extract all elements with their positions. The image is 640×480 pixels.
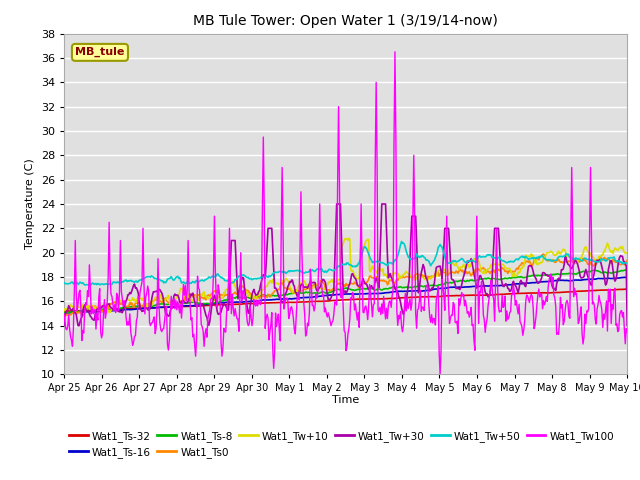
Line: Wat1_Ts-16: Wat1_Ts-16 <box>64 277 627 313</box>
Wat1_Ts0 <box>540 251 547 257</box>
Wat1_Ts0 <box>437 270 445 276</box>
Line: Wat1_Tw+50: Wat1_Tw+50 <box>64 241 627 285</box>
Wat1_Ts-8 <box>437 282 445 288</box>
Wat1_Tw+50 <box>486 252 494 257</box>
Wat1_Tw+30 <box>393 288 401 294</box>
Wat1_Tw100 <box>436 372 444 377</box>
Wat1_Ts-32 <box>160 304 168 310</box>
Wat1_Tw+50 <box>397 239 405 244</box>
Wat1_Ts-16 <box>60 310 68 316</box>
Wat1_Tw+10 <box>438 270 446 276</box>
Wat1_Tw+10 <box>106 310 114 315</box>
Line: Wat1_Ts-8: Wat1_Ts-8 <box>64 270 627 313</box>
Wat1_Ts-16 <box>623 275 631 280</box>
Wat1_Ts-16 <box>160 304 168 310</box>
Wat1_Ts0 <box>161 296 168 302</box>
Wat1_Tw+10 <box>60 308 68 313</box>
Wat1_Tw+30 <box>623 323 631 329</box>
Wat1_Ts-16 <box>436 286 444 291</box>
Wat1_Ts-8 <box>623 267 630 273</box>
Wat1_Tw+50 <box>438 244 446 250</box>
Wat1_Ts-32 <box>205 302 212 308</box>
Wat1_Tw+50 <box>86 282 93 288</box>
Wat1_Tw100 <box>391 49 399 55</box>
Wat1_Ts-32 <box>60 308 68 314</box>
Wat1_Tw+30 <box>437 268 445 274</box>
Wat1_Ts0 <box>623 257 631 263</box>
Wat1_Ts-16 <box>205 301 212 307</box>
Wat1_Tw100 <box>205 311 212 316</box>
Wat1_Ts-16 <box>484 283 492 289</box>
Wat1_Ts-32 <box>315 299 323 304</box>
Wat1_Ts-8 <box>623 267 631 273</box>
Wat1_Ts0 <box>485 269 493 275</box>
Wat1_Tw+10 <box>623 250 631 255</box>
Wat1_Tw+30 <box>485 294 493 300</box>
Line: Wat1_Tw+30: Wat1_Tw+30 <box>64 204 627 326</box>
Text: MB_tule: MB_tule <box>76 47 125 58</box>
Line: Wat1_Ts-32: Wat1_Ts-32 <box>64 289 627 311</box>
Wat1_Tw+10 <box>206 297 214 302</box>
Wat1_Ts0 <box>80 313 88 319</box>
Line: Wat1_Tw+10: Wat1_Tw+10 <box>64 238 627 312</box>
Wat1_Tw+10 <box>161 298 168 303</box>
Wat1_Tw100 <box>315 259 323 265</box>
Wat1_Ts-32 <box>623 286 631 292</box>
Wat1_Ts-16 <box>315 293 323 299</box>
Wat1_Tw+10 <box>486 265 494 271</box>
Wat1_Tw100 <box>160 326 168 332</box>
Wat1_Tw100 <box>393 308 401 314</box>
Wat1_Tw+30 <box>60 323 68 329</box>
Wat1_Tw100 <box>60 311 68 317</box>
Wat1_Tw+30 <box>160 299 168 304</box>
Wat1_Tw+50 <box>393 255 401 261</box>
Wat1_Tw+50 <box>161 279 168 285</box>
Wat1_Tw+30 <box>333 201 340 207</box>
Title: MB Tule Tower: Open Water 1 (3/19/14-now): MB Tule Tower: Open Water 1 (3/19/14-now… <box>193 14 498 28</box>
Wat1_Ts0 <box>316 280 324 286</box>
Wat1_Ts0 <box>393 276 401 282</box>
Wat1_Tw+50 <box>316 266 324 272</box>
Line: Wat1_Ts0: Wat1_Ts0 <box>64 254 627 316</box>
Wat1_Tw+10 <box>345 235 353 241</box>
Wat1_Ts-8 <box>316 290 324 296</box>
Wat1_Ts0 <box>60 312 68 318</box>
Y-axis label: Temperature (C): Temperature (C) <box>25 158 35 250</box>
Wat1_Tw+30 <box>315 286 323 291</box>
Wat1_Ts-8 <box>206 301 214 307</box>
Wat1_Ts0 <box>206 293 214 299</box>
Wat1_Ts-8 <box>60 310 68 315</box>
Wat1_Tw+10 <box>394 271 402 276</box>
Wat1_Ts-8 <box>161 301 168 307</box>
Wat1_Ts-32 <box>436 294 444 300</box>
Wat1_Tw+10 <box>316 285 324 291</box>
Wat1_Ts-8 <box>485 276 493 281</box>
Wat1_Tw+50 <box>623 260 631 266</box>
Wat1_Ts-8 <box>63 310 70 316</box>
X-axis label: Time: Time <box>332 395 359 405</box>
Wat1_Ts-8 <box>393 285 401 290</box>
Wat1_Ts-32 <box>484 292 492 298</box>
Legend: Wat1_Ts-32, Wat1_Ts-16, Wat1_Ts-8, Wat1_Ts0, Wat1_Tw+10, Wat1_Tw+30, Wat1_Tw+50,: Wat1_Ts-32, Wat1_Ts-16, Wat1_Ts-8, Wat1_… <box>69 431 614 458</box>
Line: Wat1_Tw100: Wat1_Tw100 <box>64 52 627 374</box>
Wat1_Tw+30 <box>205 323 212 328</box>
Wat1_Ts-32 <box>392 295 400 301</box>
Wat1_Tw+50 <box>206 275 214 280</box>
Wat1_Tw100 <box>623 329 631 335</box>
Wat1_Tw100 <box>438 276 446 282</box>
Wat1_Tw100 <box>486 289 494 295</box>
Wat1_Ts-16 <box>392 288 400 294</box>
Wat1_Tw+50 <box>60 280 68 286</box>
